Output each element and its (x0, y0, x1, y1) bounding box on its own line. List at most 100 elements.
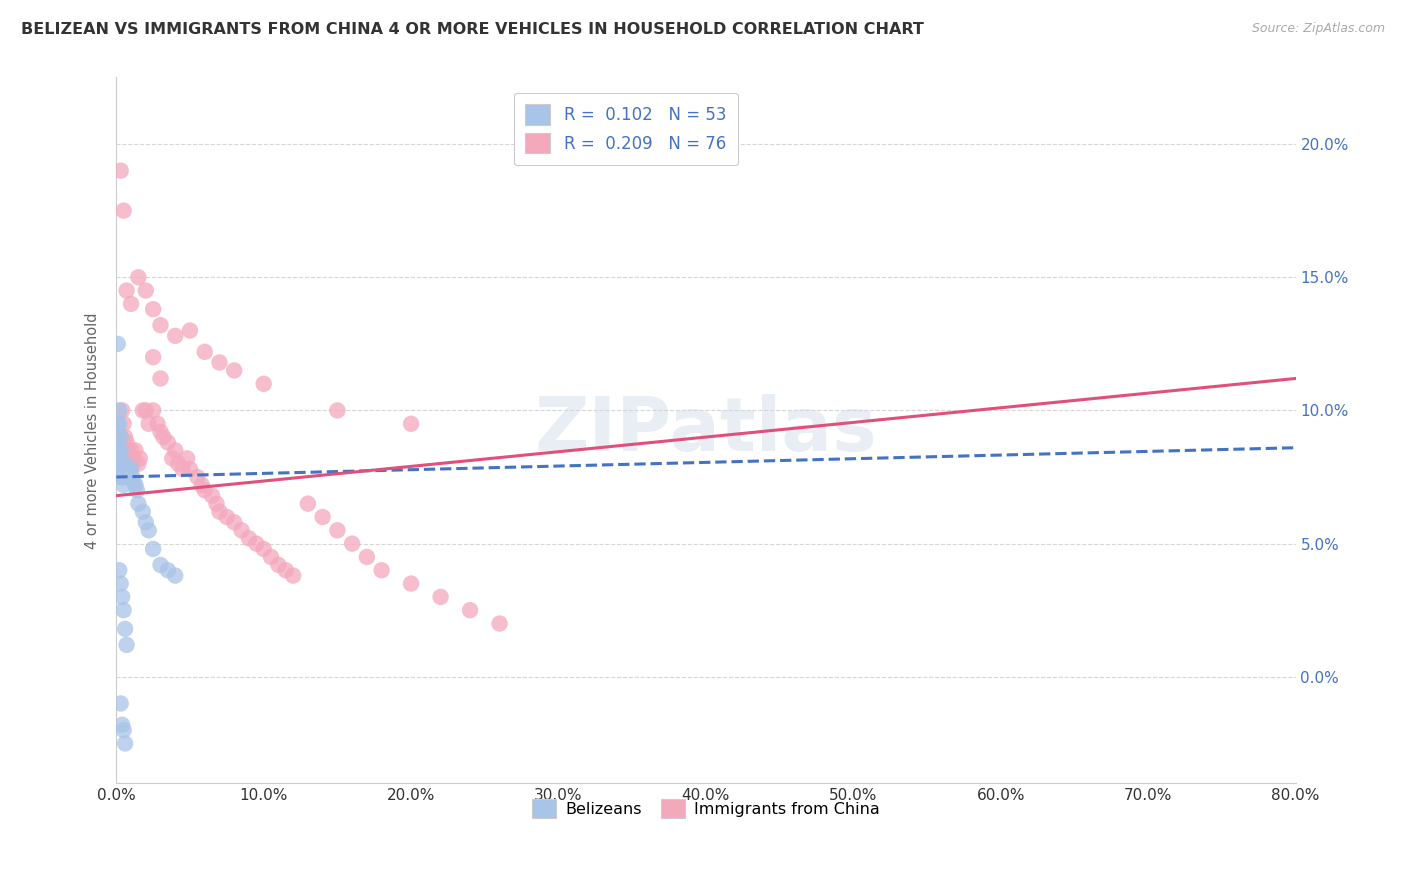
Legend: Belizeans, Immigrants from China: Belizeans, Immigrants from China (526, 793, 887, 825)
Point (201, 489, 224, 503)
Point (108, 563, 131, 577)
Point (194, 483, 217, 498)
Point (108, 417, 131, 431)
Point (107, 457, 129, 471)
Point (165, 443, 187, 458)
Point (120, 297, 142, 311)
Point (142, 541, 165, 556)
Point (108, 443, 131, 458)
Point (326, 524, 349, 538)
Point (399, 417, 422, 431)
Point (112, 470, 135, 484)
Point (274, 563, 297, 577)
Point (260, 549, 283, 564)
Point (311, 510, 333, 524)
Point (118, 462, 141, 476)
Point (111, 470, 134, 484)
Point (135, 284, 157, 298)
Point (107, 336, 129, 351)
Point (128, 451, 150, 466)
Point (110, 576, 132, 591)
Point (127, 497, 149, 511)
Point (149, 371, 172, 385)
Point (114, 430, 136, 444)
Point (115, 284, 138, 298)
Point (162, 451, 184, 466)
Point (253, 541, 276, 556)
Point (111, 457, 134, 471)
Point (179, 324, 201, 338)
Point (118, 470, 141, 484)
Point (138, 417, 160, 431)
Point (149, 558, 172, 572)
Point (115, 470, 138, 484)
Point (165, 329, 187, 343)
Point (135, 516, 157, 530)
Point (208, 505, 231, 519)
Point (110, 163, 132, 178)
Point (122, 475, 145, 490)
Point (253, 376, 276, 391)
Point (108, 451, 131, 466)
Point (111, 590, 134, 604)
Point (115, 638, 138, 652)
Point (138, 524, 160, 538)
Point (118, 451, 141, 466)
Point (297, 497, 319, 511)
Point (399, 576, 422, 591)
Point (267, 558, 290, 572)
Point (124, 443, 146, 458)
Point (224, 516, 246, 530)
Point (458, 603, 481, 617)
Point (186, 470, 208, 484)
Point (108, 430, 131, 444)
Point (215, 510, 238, 524)
Point (110, 430, 132, 444)
Point (121, 457, 143, 471)
Point (142, 302, 165, 317)
Point (112, 417, 135, 431)
Point (165, 568, 187, 582)
Point (156, 435, 179, 450)
Point (283, 568, 305, 582)
Point (191, 478, 214, 492)
Point (108, 443, 131, 458)
Point (114, 470, 136, 484)
Point (370, 563, 392, 577)
Point (152, 430, 174, 444)
Point (326, 403, 349, 417)
Point (107, 457, 129, 471)
Point (107, 417, 129, 431)
Point (114, 736, 136, 750)
Point (110, 430, 132, 444)
Point (122, 451, 145, 466)
Point (110, 697, 132, 711)
Point (110, 451, 132, 466)
Point (194, 344, 217, 359)
Point (146, 417, 169, 431)
Point (114, 622, 136, 636)
Text: BELIZEAN VS IMMIGRANTS FROM CHINA 4 OR MORE VEHICLES IN HOUSEHOLD CORRELATION CH: BELIZEAN VS IMMIGRANTS FROM CHINA 4 OR M… (21, 22, 924, 37)
Point (132, 403, 155, 417)
Point (231, 524, 253, 538)
Point (107, 443, 129, 458)
Point (488, 616, 510, 631)
Point (112, 478, 135, 492)
Point (127, 457, 149, 471)
Point (132, 505, 155, 519)
Point (108, 403, 131, 417)
Point (156, 563, 179, 577)
Point (120, 462, 142, 476)
Point (112, 462, 135, 476)
Point (117, 462, 139, 476)
Point (245, 536, 267, 550)
Point (110, 462, 132, 476)
Point (340, 536, 363, 550)
Point (142, 350, 165, 364)
Point (110, 443, 132, 458)
Point (110, 470, 132, 484)
Point (142, 403, 165, 417)
Point (205, 497, 228, 511)
Text: ZIPatlas: ZIPatlas (534, 394, 877, 467)
Point (111, 718, 134, 732)
